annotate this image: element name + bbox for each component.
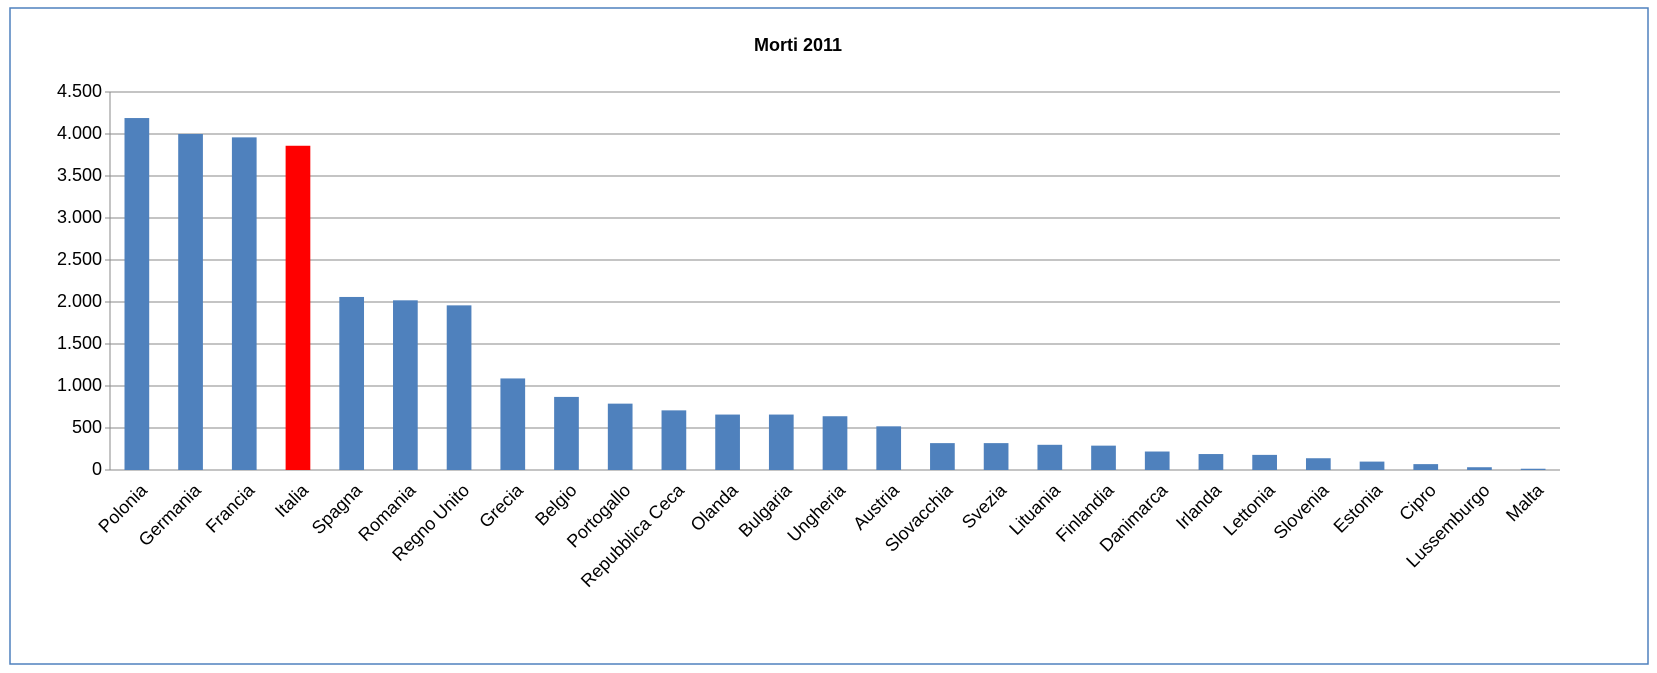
y-tick-label: 3.500 [57,165,102,185]
bar [661,410,687,470]
bar [1413,464,1439,470]
bar [1037,444,1063,470]
y-tick-label: 2.500 [57,249,102,269]
bar [231,137,257,471]
bar [393,300,418,470]
bar [1198,454,1224,470]
bar [930,443,955,470]
bar [1520,468,1546,470]
bar [554,396,579,470]
y-tick-label: 0 [92,459,102,479]
bar [1252,454,1277,470]
bar [607,403,633,470]
bar [1305,458,1331,470]
y-tick-label: 3.000 [57,207,102,227]
bar [1144,451,1170,470]
bar [1091,445,1116,470]
bar [178,134,203,470]
chart-title: Morti 2011 [754,35,842,55]
y-tick-label: 500 [72,417,102,437]
y-tick-label: 4.500 [57,81,102,101]
bar [822,416,848,470]
bar [983,443,1009,470]
bar [446,305,472,470]
bar [500,378,526,470]
y-tick-label: 1.500 [57,333,102,353]
bar [715,414,740,470]
bar [285,145,311,470]
y-tick-label: 1.000 [57,375,102,395]
bar [124,118,150,470]
chart-frame [9,7,1649,665]
bar [768,414,794,470]
bar [339,296,365,470]
bar [876,426,902,470]
y-tick-label: 4.000 [57,123,102,143]
bar [1467,467,1492,470]
y-tick-label: 2.000 [57,291,102,311]
bar [1359,461,1385,470]
